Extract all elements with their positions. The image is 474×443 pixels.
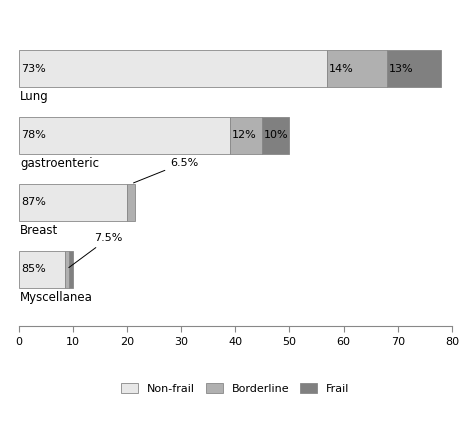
Bar bbox=[18, 251, 64, 288]
Bar bbox=[328, 50, 387, 87]
Text: Myscellanea: Myscellanea bbox=[20, 291, 93, 304]
Text: 12%: 12% bbox=[231, 130, 256, 140]
Text: 14%: 14% bbox=[329, 63, 354, 74]
Bar bbox=[69, 251, 73, 288]
Text: 13%: 13% bbox=[389, 63, 413, 74]
Text: 7.5%: 7.5% bbox=[69, 233, 123, 268]
Text: 6.5%: 6.5% bbox=[134, 158, 199, 183]
Bar bbox=[230, 117, 262, 154]
Bar bbox=[18, 50, 328, 87]
Text: 87%: 87% bbox=[21, 197, 46, 207]
Bar bbox=[127, 184, 135, 221]
Text: Breast: Breast bbox=[20, 224, 58, 237]
Text: gastroenteric: gastroenteric bbox=[20, 157, 99, 170]
Text: Lung: Lung bbox=[20, 90, 49, 103]
Legend: Non-frail, Borderline, Frail: Non-frail, Borderline, Frail bbox=[117, 379, 354, 398]
Bar bbox=[387, 50, 441, 87]
Bar bbox=[64, 251, 69, 288]
Text: 10%: 10% bbox=[264, 130, 289, 140]
Bar bbox=[18, 117, 230, 154]
Text: 78%: 78% bbox=[21, 130, 46, 140]
Bar bbox=[18, 184, 127, 221]
Bar bbox=[262, 117, 290, 154]
Text: 85%: 85% bbox=[21, 264, 46, 274]
Text: 73%: 73% bbox=[21, 63, 46, 74]
